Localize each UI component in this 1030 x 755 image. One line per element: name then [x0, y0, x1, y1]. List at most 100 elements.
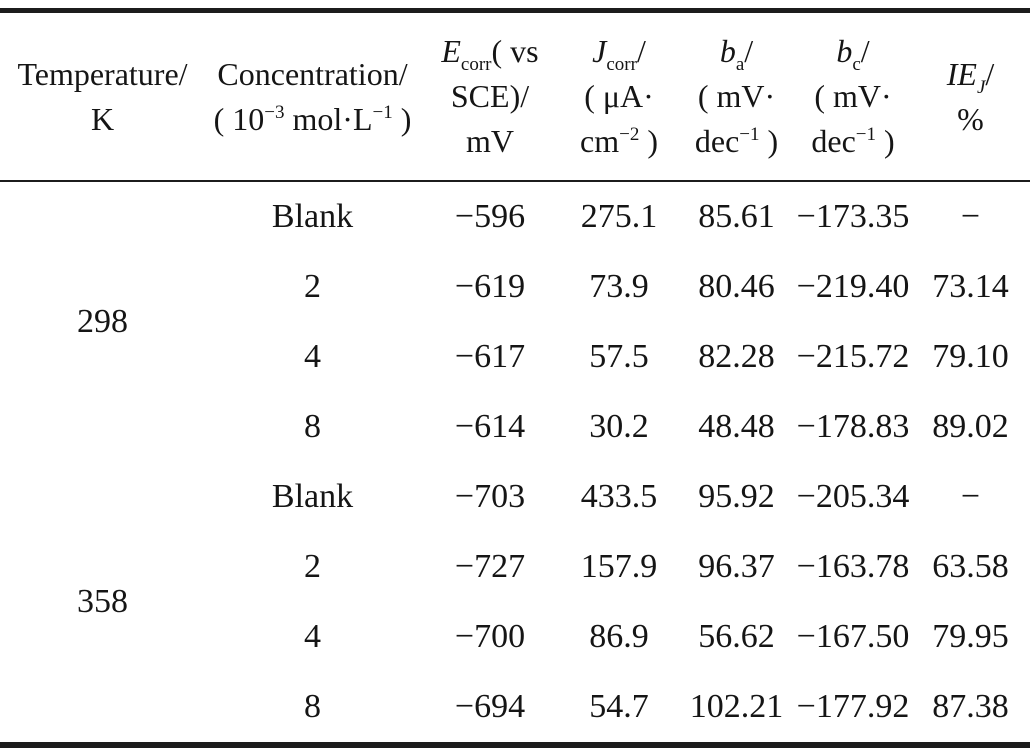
- col-header-temperature: Temperature/ K: [0, 10, 205, 182]
- cell-b-c: −167.50: [796, 618, 910, 655]
- math-symbol: J: [592, 33, 607, 69]
- cell-concentration: 2: [304, 268, 321, 305]
- cell-concentration: Blank: [271, 478, 354, 515]
- unit-text: dec: [811, 123, 856, 159]
- header-row: Temperature/ K Concentration/ ( 10−3 mol…: [0, 10, 1030, 182]
- unit-text: ): [759, 123, 779, 159]
- cell-temperature: 298: [77, 303, 128, 340]
- cell-e-corr: −614: [454, 408, 526, 445]
- unit-text: /: [744, 33, 754, 69]
- cell-ie-j: 79.10: [932, 338, 1009, 375]
- cell-e-corr: −596: [454, 198, 526, 235]
- unit-text: dec: [694, 123, 740, 159]
- subscript: c: [852, 54, 861, 75]
- header-line: ( mV·: [697, 78, 776, 114]
- header-line: IEJ/: [911, 52, 1030, 97]
- header-line: %: [957, 100, 984, 137]
- cell-b-c: −215.72: [796, 338, 910, 375]
- header-line: Concentration/: [217, 55, 408, 92]
- superscript: −3: [264, 101, 285, 123]
- cell-j-corr: 433.5: [580, 478, 658, 515]
- cell-j-corr: 86.9: [589, 618, 649, 655]
- unit-text: ): [392, 100, 412, 137]
- header-line: bc/: [795, 29, 911, 74]
- table-row: 2 −727 157.9 96.37 −163.78 63.58: [0, 532, 1030, 602]
- table-row: 298 Blank −596 275.1 85.61 −173.35 −: [0, 181, 1030, 340]
- header-line: Temperature/: [17, 55, 188, 92]
- cell-e-corr: −619: [454, 268, 526, 305]
- header-line: Jcorr/: [560, 29, 678, 74]
- cell-temperature: 358: [77, 583, 128, 620]
- col-header-b-c: bc/ ( mV· dec−1 ): [795, 10, 911, 182]
- cell-j-corr: 57.5: [589, 338, 649, 375]
- subscript: corr: [606, 54, 637, 75]
- cell-j-corr: 275.1: [580, 198, 658, 235]
- cell-b-a: 85.61: [698, 198, 775, 235]
- col-header-ie-j: IEJ/ %: [911, 10, 1030, 182]
- cell-ie-j: −: [960, 198, 981, 235]
- cell-concentration: 4: [304, 618, 321, 655]
- col-header-concentration: Concentration/ ( 10−3 mol·L−1 ): [205, 10, 420, 182]
- col-header-b-a: ba/ ( mV· dec−1 ): [678, 10, 795, 182]
- cell-j-corr: 30.2: [589, 408, 649, 445]
- header-line: dec−1 ): [678, 119, 795, 164]
- table-row: 2 −619 73.9 80.46 −219.40 73.14: [0, 252, 1030, 322]
- cell-e-corr: −727: [454, 548, 526, 585]
- unit-text: mol·L: [284, 100, 373, 137]
- table-row: 4 −700 86.9 56.62 −167.50 79.95: [0, 602, 1030, 672]
- cell-ie-j: 79.95: [932, 618, 1009, 655]
- cell-e-corr: −617: [454, 338, 526, 375]
- cell-concentration: 4: [304, 338, 321, 375]
- header-line: cm−2 ): [560, 119, 678, 164]
- cell-b-c: −173.35: [796, 198, 910, 235]
- unit-text: ): [639, 123, 658, 159]
- header-line: K: [90, 100, 115, 137]
- cell-e-corr: −703: [454, 478, 526, 515]
- table-row: 8 −614 30.2 48.48 −178.83 89.02: [0, 392, 1030, 462]
- unit-text: ( 10: [213, 100, 265, 137]
- math-symbol: IE: [946, 55, 977, 92]
- cell-b-a: 48.48: [698, 408, 775, 445]
- cell-b-a: 80.46: [698, 268, 775, 305]
- table-row: 358 Blank −703 433.5 95.92 −205.34 −: [0, 462, 1030, 620]
- cell-ie-j: 87.38: [932, 688, 1009, 725]
- cell-ie-j: 73.14: [932, 268, 1009, 305]
- col-header-j-corr: Jcorr/ ( μA· cm−2 ): [560, 10, 678, 182]
- cell-ie-j: 89.02: [932, 408, 1009, 445]
- unit-text: /: [860, 33, 870, 69]
- header-line: ( μA·: [584, 78, 654, 114]
- header-line: SCE)/: [450, 78, 530, 114]
- cell-b-c: −219.40: [796, 268, 910, 305]
- superscript: −2: [619, 124, 640, 145]
- cell-b-a: 102.21: [689, 688, 784, 725]
- cell-ie-j: −: [960, 478, 981, 515]
- header-line: Ecorr( vs: [420, 29, 560, 74]
- cell-b-a: 82.28: [698, 338, 775, 375]
- cell-j-corr: 73.9: [589, 268, 649, 305]
- superscript: −1: [855, 124, 876, 145]
- cell-j-corr: 54.7: [589, 688, 649, 725]
- cell-concentration: 8: [304, 408, 321, 445]
- cell-b-c: −178.83: [796, 408, 910, 445]
- cell-ie-j: 63.58: [932, 548, 1009, 585]
- header-line: ( mV·: [814, 78, 892, 114]
- cell-b-c: −177.92: [796, 688, 910, 725]
- unit-text: cm: [580, 123, 620, 159]
- cell-concentration: 2: [304, 548, 321, 585]
- cell-b-a: 96.37: [698, 548, 775, 585]
- header-line: mV: [466, 123, 514, 159]
- table-row: 8 −694 54.7 102.21 −177.92 87.38: [0, 672, 1030, 745]
- cell-concentration: 8: [304, 688, 321, 725]
- subscript: a: [735, 54, 745, 75]
- subscript: J: [976, 76, 986, 98]
- cell-j-corr: 157.9: [580, 548, 658, 585]
- cell-e-corr: −700: [454, 618, 526, 655]
- subscript: corr: [460, 54, 492, 75]
- math-symbol: b: [719, 33, 736, 69]
- polarization-data-table: Temperature/ K Concentration/ ( 10−3 mol…: [0, 8, 1030, 748]
- unit-text: ): [875, 123, 895, 159]
- unit-text: /: [636, 33, 646, 69]
- math-symbol: b: [836, 33, 853, 69]
- superscript: −1: [372, 101, 393, 123]
